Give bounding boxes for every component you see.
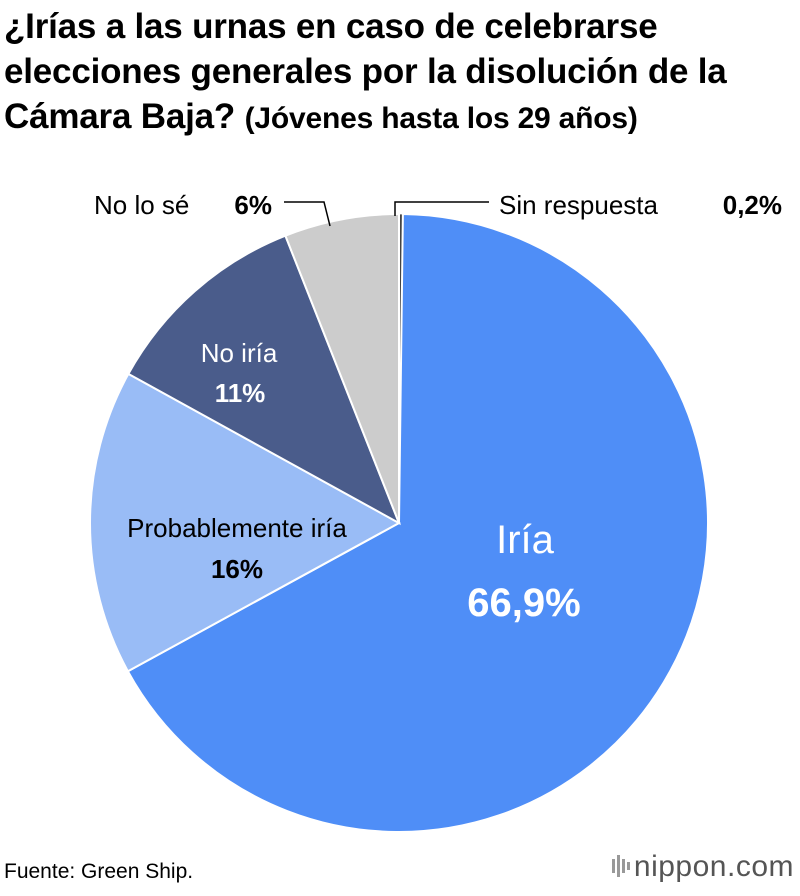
label-no-lo-se: No lo sé — [94, 190, 189, 220]
label-no-iria: No iría — [201, 338, 278, 368]
value-probablemente: 16% — [211, 554, 263, 584]
pie-slice-iria — [126, 213, 709, 833]
pie-slices — [89, 212, 709, 833]
chart-title: ¿Irías a las urnas en caso de celebrarse… — [4, 4, 796, 141]
leader-sin-respuesta — [394, 201, 489, 216]
pie-slice-no_lo_se — [284, 212, 400, 524]
value-no-lo-se: 6% — [234, 190, 272, 220]
chart-title-main: ¿Irías a las urnas en caso de celebrarse… — [4, 7, 727, 136]
label-probablemente: Probablemente iría — [127, 513, 347, 543]
logo-domain: .com — [726, 850, 794, 883]
pie-labels: Iría 66,9% Probablemente iría 16% No iría 11%… — [94, 190, 782, 625]
label-sin-respuesta: Sin respuesta — [499, 190, 659, 220]
pie-slice-probablemente — [89, 372, 402, 673]
chart-subtitle: (Jóvenes hasta los 29 años) — [244, 102, 638, 135]
value-sin-respuesta: 0,2% — [723, 190, 782, 220]
nippon-logo: nippon.com — [611, 850, 794, 884]
source-note: Fuente: Green Ship. — [4, 860, 194, 883]
value-iria: 66,9% — [467, 581, 580, 625]
leader-no-lo-se — [284, 201, 331, 227]
pie-slice-no_iria — [127, 234, 401, 526]
value-no-iria: 11% — [215, 378, 266, 408]
logo-mark-icon — [611, 853, 630, 879]
label-iria: Iría — [496, 518, 555, 562]
logo-name: nippon — [633, 850, 727, 883]
